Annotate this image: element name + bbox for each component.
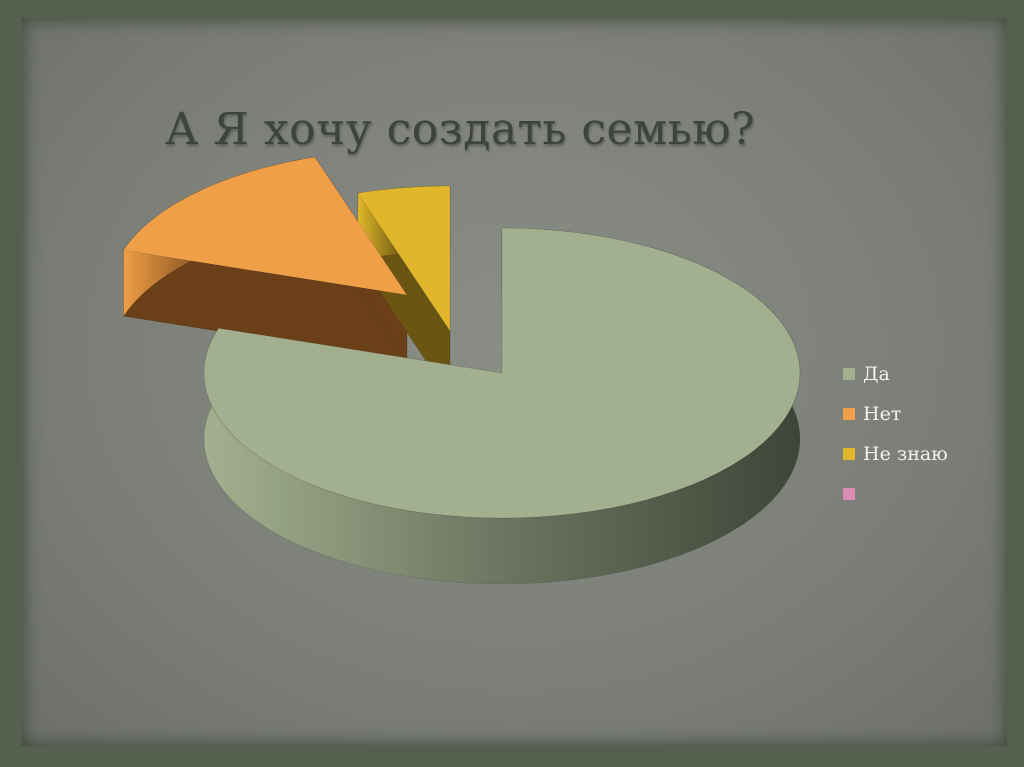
legend-swatch: [843, 488, 855, 500]
legend-swatch: [843, 408, 855, 420]
legend: Да Нет Не знаю: [843, 354, 948, 514]
slice-1: [203, 227, 801, 519]
legend-swatch: [843, 368, 855, 380]
legend-item: Да: [843, 354, 948, 394]
legend-item: Нет: [843, 394, 948, 434]
legend-item: Не знаю: [843, 434, 948, 474]
legend-label: Да: [863, 363, 890, 385]
legend-item: [843, 474, 948, 514]
slice-3: [357, 185, 451, 332]
slice-2: [123, 156, 408, 296]
chart-title: А Я хочу создать семью?: [165, 104, 756, 155]
legend-swatch: [843, 448, 855, 460]
legend-label: Не знаю: [863, 443, 948, 465]
legend-label: Нет: [863, 403, 902, 425]
